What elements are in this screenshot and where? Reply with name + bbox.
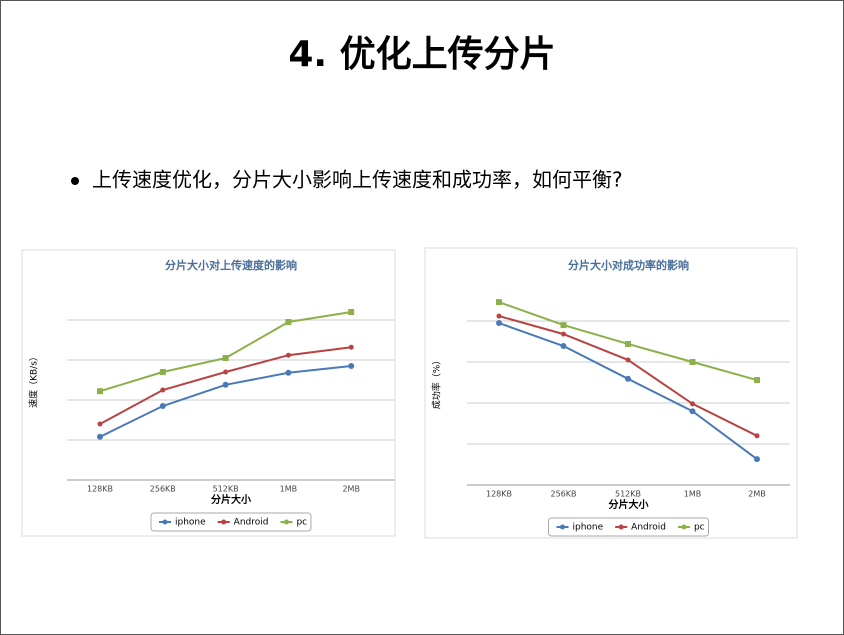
- chart-title: 分片大小对上传速度的影响: [165, 258, 297, 272]
- chart-background: [21, 249, 396, 537]
- legend-marker: [560, 524, 565, 530]
- data-point: [348, 363, 355, 369]
- x-tick-label: 1MB: [684, 490, 701, 499]
- legend-marker: [221, 519, 227, 525]
- legend-marker: [162, 519, 168, 525]
- data-point: [222, 381, 229, 388]
- x-tick-label: 512KB: [615, 490, 641, 499]
- data-point: [690, 401, 695, 407]
- data-point: [561, 331, 566, 337]
- data-point: [159, 403, 166, 409]
- legend-label: Android: [234, 518, 269, 528]
- legend-marker: [283, 519, 289, 525]
- data-point: [496, 299, 502, 306]
- data-point: [560, 343, 567, 350]
- x-tick-label: 512KB: [213, 485, 239, 494]
- x-tick-label: 128KB: [87, 485, 113, 494]
- data-point: [222, 355, 229, 361]
- data-point: [496, 320, 502, 327]
- bullet-text: 上传速度优化，分片大小影响上传速度和成功率，如何平衡?: [92, 168, 623, 192]
- data-point: [689, 359, 696, 365]
- data-point: [496, 313, 502, 319]
- chart-title: 分片大小对成功率的影响: [568, 258, 689, 272]
- y-axis-title: 速度（KB/s）: [28, 352, 40, 408]
- legend-marker: [618, 524, 624, 530]
- data-point: [754, 433, 760, 439]
- data-point: [348, 344, 354, 350]
- data-point: [625, 340, 631, 347]
- data-point: [285, 369, 292, 376]
- data-point: [285, 319, 292, 325]
- data-point: [97, 421, 103, 427]
- legend-label: iphone: [573, 523, 604, 533]
- data-point: [97, 388, 103, 395]
- x-tick-label: 2MB: [342, 485, 359, 494]
- x-axis-title: 分片大小: [609, 498, 649, 511]
- data-point: [348, 309, 355, 315]
- data-point: [159, 369, 166, 375]
- data-point: [625, 375, 631, 382]
- legend-label: pc: [694, 523, 705, 533]
- legend-box: [150, 512, 312, 532]
- legend-marker: [681, 524, 687, 530]
- data-point: [285, 352, 291, 358]
- data-point: [754, 377, 760, 384]
- slide-title: 4. 优化上传分片: [288, 34, 555, 75]
- data-point: [689, 408, 696, 415]
- x-tick-label: 256KB: [550, 490, 576, 499]
- data-point: [625, 357, 631, 363]
- legend-label: iphone: [175, 518, 206, 528]
- x-tick-label: 2MB: [748, 490, 765, 499]
- chart-background: [424, 247, 798, 539]
- data-point: [223, 369, 229, 375]
- data-point: [97, 433, 103, 440]
- x-axis-title: 分片大小: [211, 493, 251, 506]
- legend-label: Android: [631, 523, 666, 533]
- x-tick-label: 256KB: [150, 485, 176, 494]
- x-tick-label: 1MB: [280, 485, 297, 494]
- data-point: [160, 387, 166, 393]
- legend-label: pc: [296, 518, 307, 528]
- x-tick-label: 128KB: [486, 490, 512, 499]
- legend-box: [548, 517, 709, 537]
- data-point: [560, 322, 567, 329]
- y-axis-title: 成功率（%）: [431, 356, 443, 410]
- bullet-dot: [71, 177, 79, 185]
- data-point: [754, 456, 760, 463]
